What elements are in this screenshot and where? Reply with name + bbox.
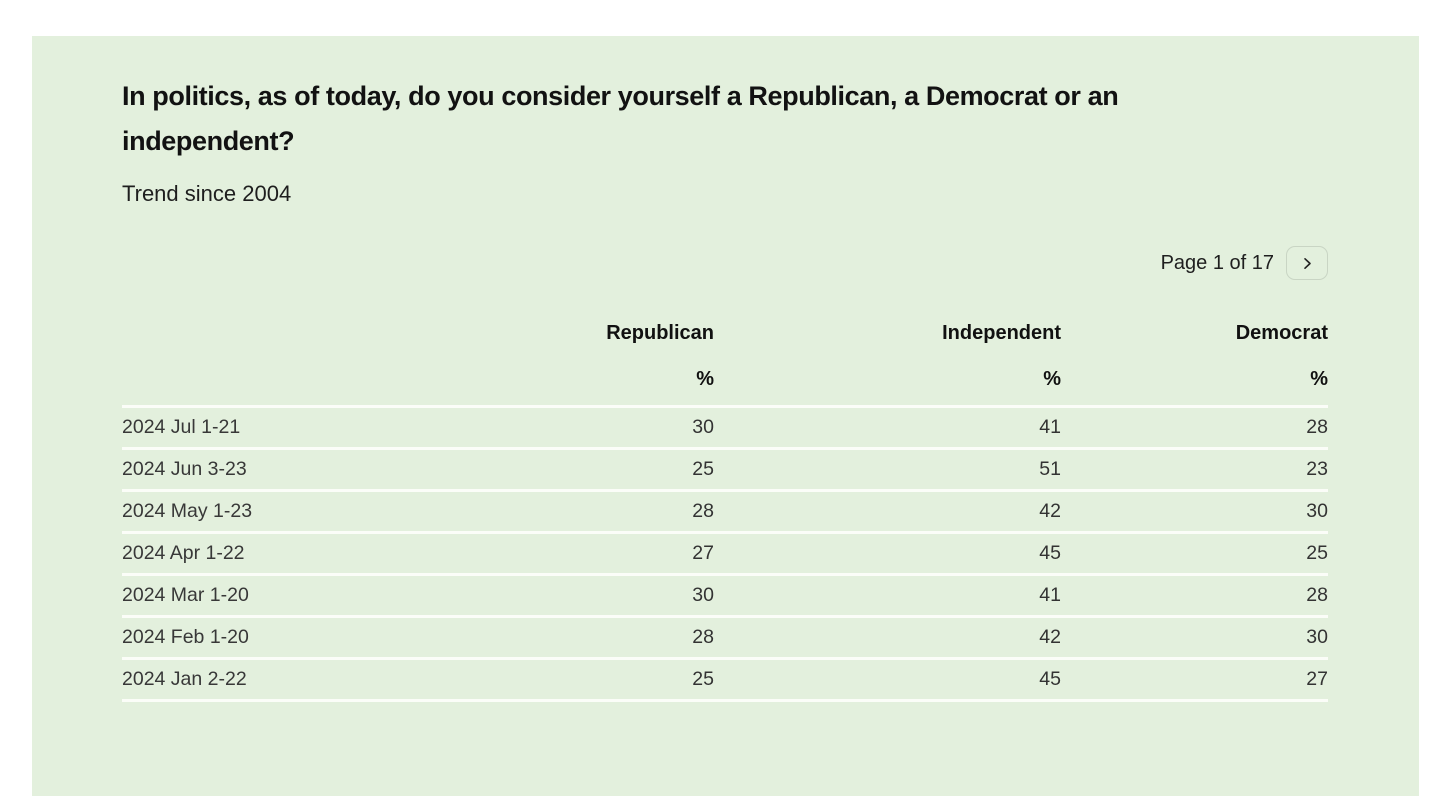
row-value: 42 xyxy=(714,490,1061,534)
table-row: 2024 Feb 1-20 28 42 30 xyxy=(122,616,1328,660)
table-header: Republican Independent Democrat % % % xyxy=(122,312,1328,406)
row-value: 45 xyxy=(714,532,1061,576)
next-page-button[interactable] xyxy=(1286,246,1328,280)
row-value: 23 xyxy=(1061,448,1328,492)
row-value: 28 xyxy=(1061,406,1328,450)
table-row: 2024 May 1-23 28 42 30 xyxy=(122,490,1328,534)
page-title: In politics, as of today, do you conside… xyxy=(122,81,1119,156)
row-value: 25 xyxy=(1061,532,1328,576)
row-date: 2024 Mar 1-20 xyxy=(122,574,422,618)
row-value: 42 xyxy=(714,616,1061,660)
chevron-right-icon xyxy=(1300,256,1315,271)
unit-percent-democrat: % xyxy=(1310,367,1328,390)
row-value: 25 xyxy=(422,448,714,492)
column-header-democrat: Democrat xyxy=(1235,321,1328,344)
table-row: 2024 Jan 2-22 25 45 27 xyxy=(122,658,1328,702)
row-value: 27 xyxy=(422,532,714,576)
unit-percent-independent: % xyxy=(1043,367,1061,390)
row-date: 2024 Feb 1-20 xyxy=(122,616,422,660)
row-value: 27 xyxy=(1061,658,1328,702)
row-value: 30 xyxy=(1061,490,1328,534)
column-header-republican: Republican xyxy=(606,321,714,344)
row-value: 51 xyxy=(714,448,1061,492)
row-value: 28 xyxy=(1061,574,1328,618)
table-row: 2024 Mar 1-20 30 41 28 xyxy=(122,574,1328,618)
column-header-row: Republican Independent Democrat xyxy=(122,312,1328,354)
poll-card: In politics, as of today, do you conside… xyxy=(32,36,1419,796)
row-value: 25 xyxy=(422,658,714,702)
date-column-header xyxy=(122,312,422,354)
poll-data-table: Republican Independent Democrat % % % 20… xyxy=(122,312,1328,702)
pagination: Page 1 of 17 xyxy=(122,246,1328,280)
column-header-independent: Independent xyxy=(942,321,1061,344)
row-date: 2024 Apr 1-22 xyxy=(122,532,422,576)
unit-percent-republican: % xyxy=(696,367,714,390)
unit-header-row: % % % xyxy=(122,354,1328,406)
table-row: 2024 Jul 1-21 30 41 28 xyxy=(122,406,1328,450)
row-date: 2024 Jan 2-22 xyxy=(122,658,422,702)
table-row: 2024 Jun 3-23 25 51 23 xyxy=(122,448,1328,492)
row-date: 2024 May 1-23 xyxy=(122,490,422,534)
table-row: 2024 Apr 1-22 27 45 25 xyxy=(122,532,1328,576)
row-value: 30 xyxy=(1061,616,1328,660)
row-date: 2024 Jul 1-21 xyxy=(122,406,422,450)
row-date: 2024 Jun 3-23 xyxy=(122,448,422,492)
card-content: In politics, as of today, do you conside… xyxy=(32,36,1419,702)
table-body: 2024 Jul 1-21 30 41 28 2024 Jun 3-23 25 … xyxy=(122,406,1328,702)
subtitle: Trend since 2004 xyxy=(122,181,292,206)
row-value: 28 xyxy=(422,490,714,534)
row-value: 41 xyxy=(714,406,1061,450)
row-value: 30 xyxy=(422,406,714,450)
pagination-label: Page 1 of 17 xyxy=(1160,251,1274,274)
row-value: 30 xyxy=(422,574,714,618)
row-value: 41 xyxy=(714,574,1061,618)
row-value: 28 xyxy=(422,616,714,660)
row-value: 45 xyxy=(714,658,1061,702)
